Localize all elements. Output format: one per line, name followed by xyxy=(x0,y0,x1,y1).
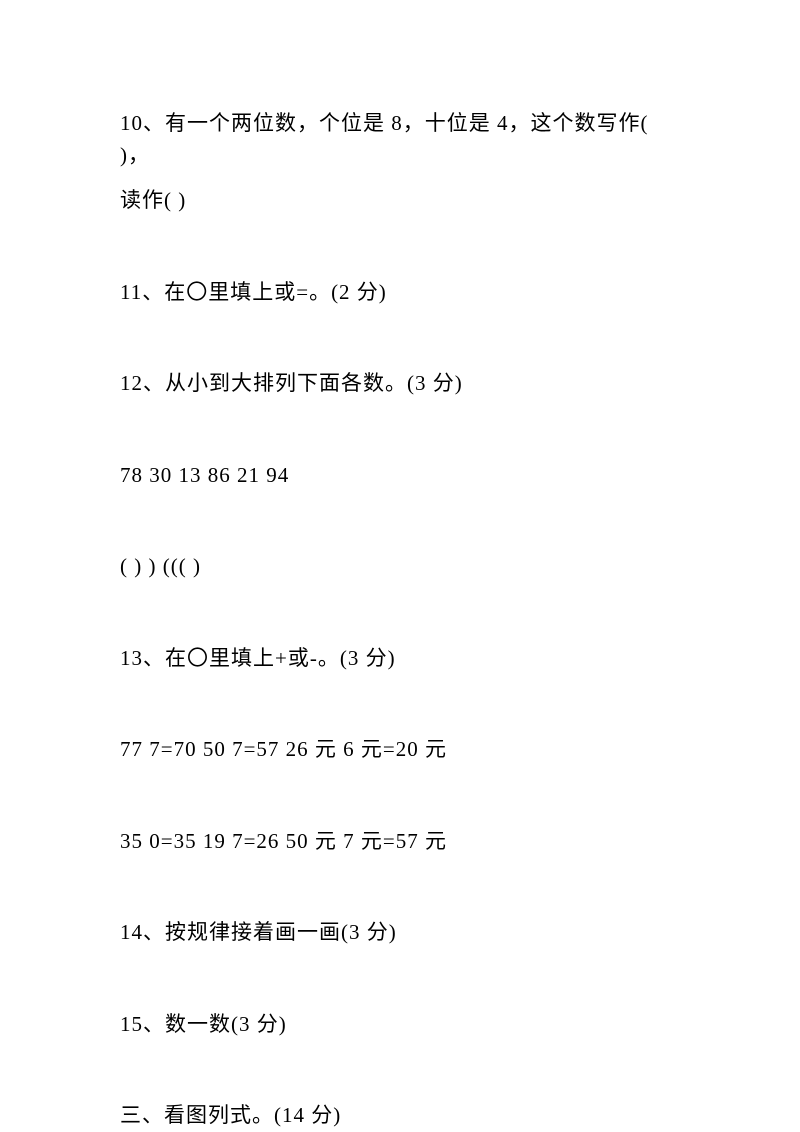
question-13-row2: 35 0=35 19 7=26 50 元 7 元=57 元 xyxy=(120,826,680,858)
question-15: 15、数一数(3 分) xyxy=(120,1009,680,1041)
question-10-line2: 读作( ) xyxy=(120,185,680,217)
question-10-line1: 10、有一个两位数，个位是 8，十位是 4，这个数写作( )， xyxy=(120,108,680,171)
question-11: 11、在〇里填上或=。(2 分) xyxy=(120,277,680,309)
question-13-row1: 77 7=70 50 7=57 26 元 6 元=20 元 xyxy=(120,734,680,766)
question-12-blanks: ( ) ) ((( ) xyxy=(120,551,680,583)
question-14: 14、按规律接着画一画(3 分) xyxy=(120,917,680,949)
question-13: 13、在〇里填上+或-。(3 分) xyxy=(120,643,680,675)
section-3-heading: 三、看图列式。(14 分) xyxy=(120,1100,680,1132)
question-12-numbers: 78 30 13 86 21 94 xyxy=(120,460,680,492)
question-12: 12、从小到大排列下面各数。(3 分) xyxy=(120,368,680,400)
